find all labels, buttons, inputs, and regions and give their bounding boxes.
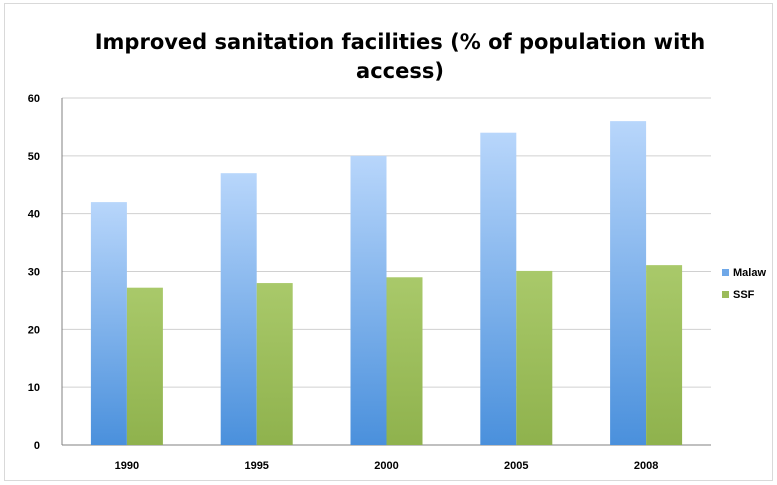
x-axis-ticks: 1990 1995 2000 2005 2008 (115, 460, 659, 472)
bars (90, 121, 683, 446)
x-tick-label: 2008 (634, 460, 658, 472)
bar-malaw-1990 (90, 202, 127, 445)
y-tick-label: 10 (28, 382, 40, 394)
bar-ssf-2000 (386, 277, 423, 445)
bar-ssf-2005 (516, 270, 553, 445)
bar-malaw-1995 (220, 173, 257, 445)
bar-malaw-2008 (610, 121, 647, 445)
bar-ssf-2008 (646, 265, 683, 445)
y-axis-ticks: 0 10 20 30 40 50 60 (28, 93, 40, 452)
y-tick-label: 60 (28, 93, 40, 105)
bar-ssf-1990 (126, 287, 163, 445)
bar-malaw-2005 (480, 132, 517, 445)
chart-title-line-1: Improved sanitation facilities (% of pop… (95, 30, 706, 54)
legend-swatch-malaw (722, 269, 729, 276)
bar-chart: Improved sanitation facilities (% of pop… (28, 30, 767, 472)
legend-swatch-ssf (722, 291, 729, 298)
y-tick-label: 50 (28, 151, 40, 163)
y-tick-label: 0 (34, 440, 40, 452)
x-tick-label: 2000 (374, 460, 398, 472)
bar-malaw-2000 (350, 155, 387, 446)
y-tick-label: 30 (28, 267, 40, 279)
y-tick-label: 40 (28, 209, 40, 221)
chart-title-line-2: access) (356, 59, 444, 83)
legend-label-malaw: Malaw (733, 267, 766, 279)
legend-label-ssf: SSF (733, 289, 755, 301)
chart-title: Improved sanitation facilities (% of pop… (95, 30, 706, 83)
x-tick-label: 1990 (115, 460, 139, 472)
legend: Malaw SSF (722, 267, 766, 301)
x-tick-label: 1995 (244, 460, 268, 472)
bar-ssf-1995 (256, 283, 293, 445)
chart-frame: Improved sanitation facilities (% of pop… (4, 3, 773, 481)
y-tick-label: 20 (28, 324, 40, 336)
x-tick-label: 2005 (504, 460, 528, 472)
